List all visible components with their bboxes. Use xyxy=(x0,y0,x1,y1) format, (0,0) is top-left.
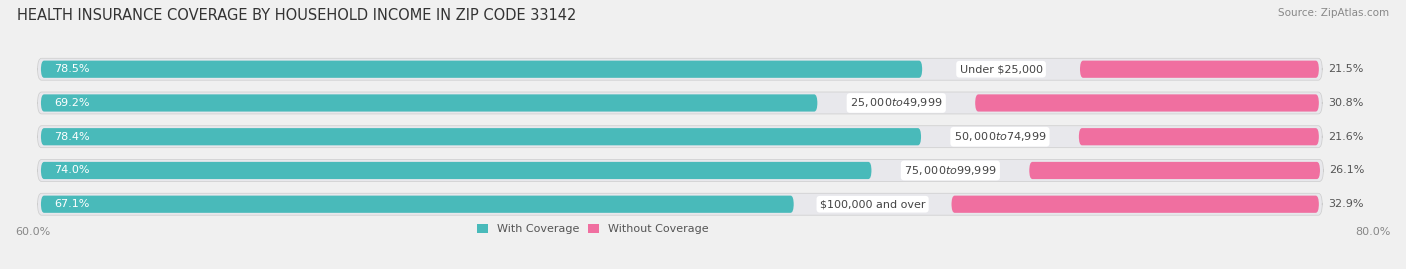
FancyBboxPatch shape xyxy=(38,58,1322,80)
Legend: With Coverage, Without Coverage: With Coverage, Without Coverage xyxy=(472,219,713,239)
Text: 74.0%: 74.0% xyxy=(55,165,90,175)
FancyBboxPatch shape xyxy=(38,160,1323,181)
Text: 21.6%: 21.6% xyxy=(1327,132,1364,142)
Text: 26.1%: 26.1% xyxy=(1329,165,1364,175)
Text: 60.0%: 60.0% xyxy=(15,227,51,237)
Text: 78.4%: 78.4% xyxy=(55,132,90,142)
FancyBboxPatch shape xyxy=(41,128,921,145)
FancyBboxPatch shape xyxy=(38,92,1322,114)
Text: $50,000 to $74,999: $50,000 to $74,999 xyxy=(953,130,1046,143)
FancyBboxPatch shape xyxy=(41,61,922,78)
FancyBboxPatch shape xyxy=(41,162,872,179)
Text: $25,000 to $49,999: $25,000 to $49,999 xyxy=(851,97,942,109)
Text: $75,000 to $99,999: $75,000 to $99,999 xyxy=(904,164,997,177)
Text: 69.2%: 69.2% xyxy=(55,98,90,108)
FancyBboxPatch shape xyxy=(38,126,1322,148)
Text: $100,000 and over: $100,000 and over xyxy=(820,199,925,209)
FancyBboxPatch shape xyxy=(41,94,817,112)
Text: 67.1%: 67.1% xyxy=(55,199,90,209)
FancyBboxPatch shape xyxy=(38,193,1322,215)
Text: 30.8%: 30.8% xyxy=(1327,98,1364,108)
FancyBboxPatch shape xyxy=(976,94,1319,112)
Text: 21.5%: 21.5% xyxy=(1327,64,1364,74)
FancyBboxPatch shape xyxy=(1029,162,1320,179)
Text: Source: ZipAtlas.com: Source: ZipAtlas.com xyxy=(1278,8,1389,18)
Text: 78.5%: 78.5% xyxy=(55,64,90,74)
Text: 80.0%: 80.0% xyxy=(1355,227,1391,237)
FancyBboxPatch shape xyxy=(952,196,1319,213)
Text: HEALTH INSURANCE COVERAGE BY HOUSEHOLD INCOME IN ZIP CODE 33142: HEALTH INSURANCE COVERAGE BY HOUSEHOLD I… xyxy=(17,8,576,23)
FancyBboxPatch shape xyxy=(1078,128,1319,145)
FancyBboxPatch shape xyxy=(1080,61,1319,78)
FancyBboxPatch shape xyxy=(41,196,794,213)
Text: Under $25,000: Under $25,000 xyxy=(959,64,1043,74)
Text: 32.9%: 32.9% xyxy=(1327,199,1364,209)
